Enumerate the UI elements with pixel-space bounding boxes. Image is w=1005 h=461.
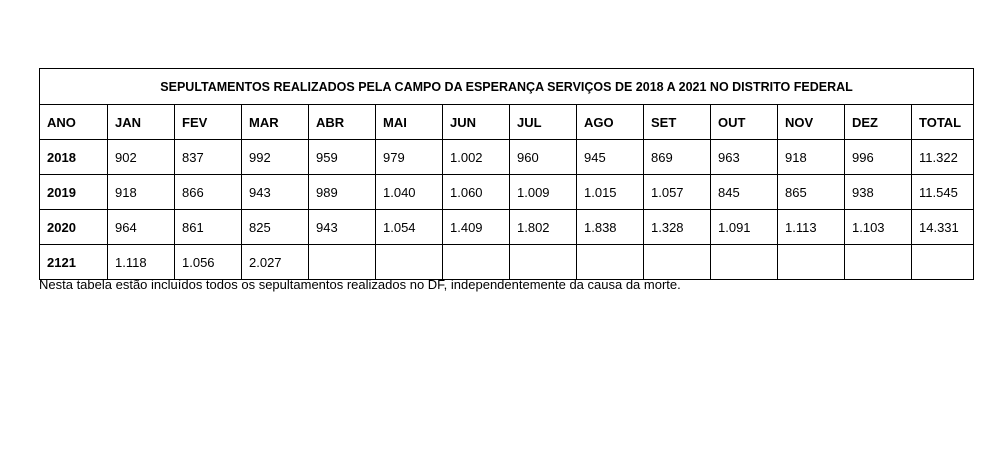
table-cell: 1.091	[710, 209, 778, 245]
table-row: 2121 1.118 1.056 2.027	[39, 244, 975, 280]
table-cell	[643, 244, 711, 280]
table-cell: 992	[241, 139, 309, 175]
header-row: ANO JAN FEV MAR ABR MAI JUN JUL AGO SET …	[39, 104, 975, 140]
table-cell: 963	[710, 139, 778, 175]
table-cell: 902	[107, 139, 175, 175]
table-cell: 869	[643, 139, 711, 175]
total-cell	[910, 244, 975, 280]
total-cell: 11.545	[910, 174, 975, 210]
title-row: SEPULTAMENTOS REALIZADOS PELA CAMPO DA E…	[38, 68, 975, 105]
year-cell: 2018	[39, 139, 108, 175]
column-header-jun: JUN	[442, 104, 510, 140]
table-cell: 1.057	[643, 174, 711, 210]
table-cell: 979	[375, 139, 443, 175]
table-cell: 866	[174, 174, 242, 210]
table-cell: 2.027	[241, 244, 309, 280]
year-cell: 2019	[39, 174, 108, 210]
burials-table-container: SEPULTAMENTOS REALIZADOS PELA CAMPO DA E…	[38, 68, 975, 280]
table-cell	[576, 244, 644, 280]
table-cell	[710, 244, 778, 280]
table-cell	[509, 244, 577, 280]
column-header-out: OUT	[710, 104, 778, 140]
table-cell: 1.040	[375, 174, 443, 210]
column-header-abr: ABR	[308, 104, 376, 140]
column-header-mai: MAI	[375, 104, 443, 140]
table-cell: 959	[308, 139, 376, 175]
table-cell: 1.056	[174, 244, 242, 280]
column-header-set: SET	[643, 104, 711, 140]
table-cell: 945	[576, 139, 644, 175]
table-footnote: Nesta tabela estão incluídos todos os se…	[39, 277, 681, 292]
year-cell: 2121	[39, 244, 108, 280]
table-cell	[308, 244, 376, 280]
table-row: 2018 902 837 992 959 979 1.002 960 945 8…	[39, 139, 975, 175]
column-header-fev: FEV	[174, 104, 242, 140]
table-cell: 825	[241, 209, 309, 245]
table-cell: 938	[844, 174, 912, 210]
table-cell: 1.838	[576, 209, 644, 245]
column-header-jul: JUL	[509, 104, 577, 140]
column-header-dez: DEZ	[844, 104, 912, 140]
table-cell	[844, 244, 912, 280]
table-cell: 1.060	[442, 174, 510, 210]
table-cell: 1.002	[442, 139, 510, 175]
table-row: 2019 918 866 943 989 1.040 1.060 1.009 1…	[39, 174, 975, 210]
table-row: 2020 964 861 825 943 1.054 1.409 1.802 1…	[39, 209, 975, 245]
table-cell: 943	[241, 174, 309, 210]
burials-table: SEPULTAMENTOS REALIZADOS PELA CAMPO DA E…	[38, 68, 975, 280]
column-header-ano: ANO	[39, 104, 108, 140]
table-title: SEPULTAMENTOS REALIZADOS PELA CAMPO DA E…	[38, 68, 975, 105]
table-cell: 964	[107, 209, 175, 245]
table-cell: 1.103	[844, 209, 912, 245]
table-cell: 1.054	[375, 209, 443, 245]
table-cell: 1.113	[777, 209, 845, 245]
year-cell: 2020	[39, 209, 108, 245]
table-cell: 837	[174, 139, 242, 175]
column-header-ago: AGO	[576, 104, 644, 140]
table-cell: 1.015	[576, 174, 644, 210]
column-header-jan: JAN	[107, 104, 175, 140]
table-cell: 861	[174, 209, 242, 245]
total-cell: 11.322	[910, 139, 975, 175]
table-cell	[375, 244, 443, 280]
table-cell: 918	[107, 174, 175, 210]
table-cell: 1.328	[643, 209, 711, 245]
table-cell: 1.118	[107, 244, 175, 280]
table-cell	[442, 244, 510, 280]
table-cell: 996	[844, 139, 912, 175]
table-cell: 1.802	[509, 209, 577, 245]
table-cell: 845	[710, 174, 778, 210]
table-cell: 865	[777, 174, 845, 210]
table-cell: 1.409	[442, 209, 510, 245]
column-header-total: TOTAL	[910, 104, 975, 140]
table-cell: 1.009	[509, 174, 577, 210]
table-cell: 960	[509, 139, 577, 175]
total-cell: 14.331	[910, 209, 975, 245]
table-cell: 989	[308, 174, 376, 210]
table-cell	[777, 244, 845, 280]
table-cell: 918	[777, 139, 845, 175]
column-header-mar: MAR	[241, 104, 309, 140]
column-header-nov: NOV	[777, 104, 845, 140]
table-cell: 943	[308, 209, 376, 245]
